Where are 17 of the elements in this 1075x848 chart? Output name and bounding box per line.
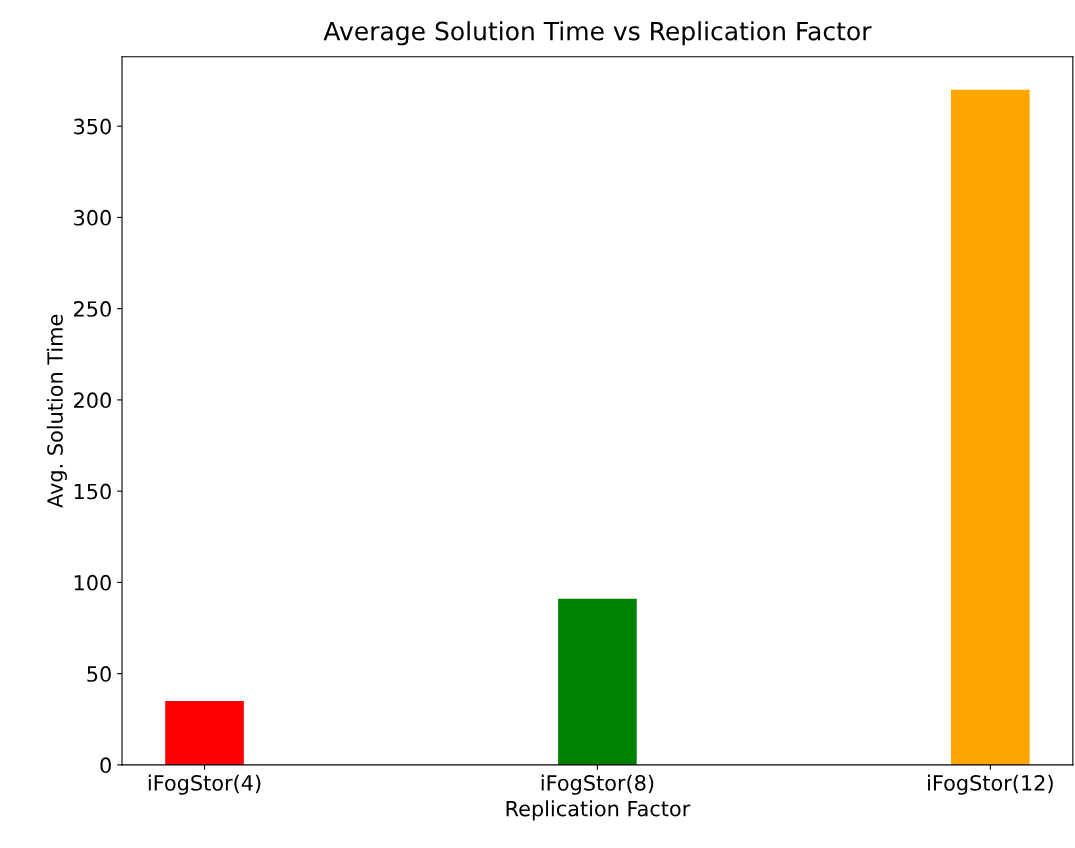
- x-tick-label: iFogStor(4): [148, 774, 261, 795]
- bar: [558, 598, 637, 765]
- y-tick-label: 150: [74, 483, 111, 500]
- y-axis-title: Avg. Solution Time: [46, 314, 67, 508]
- x-axis-title: Replication Factor: [506, 800, 691, 821]
- bar: [165, 701, 244, 765]
- y-tick-label: 0: [100, 757, 111, 774]
- chart-title: Average Solution Time vs Replication Factor: [323, 21, 872, 46]
- x-tick-label: iFogStor(8): [541, 774, 654, 795]
- y-tick-label: 300: [74, 209, 111, 226]
- y-tick-label: 350: [74, 118, 111, 135]
- x-tick-label: iFogStor(12): [928, 774, 1053, 795]
- y-tick-label: 250: [74, 301, 111, 317]
- y-tick-label: 200: [74, 392, 111, 409]
- y-tick-label: 100: [74, 574, 111, 591]
- y-tick-label: 50: [87, 666, 111, 682]
- bar: [951, 89, 1030, 765]
